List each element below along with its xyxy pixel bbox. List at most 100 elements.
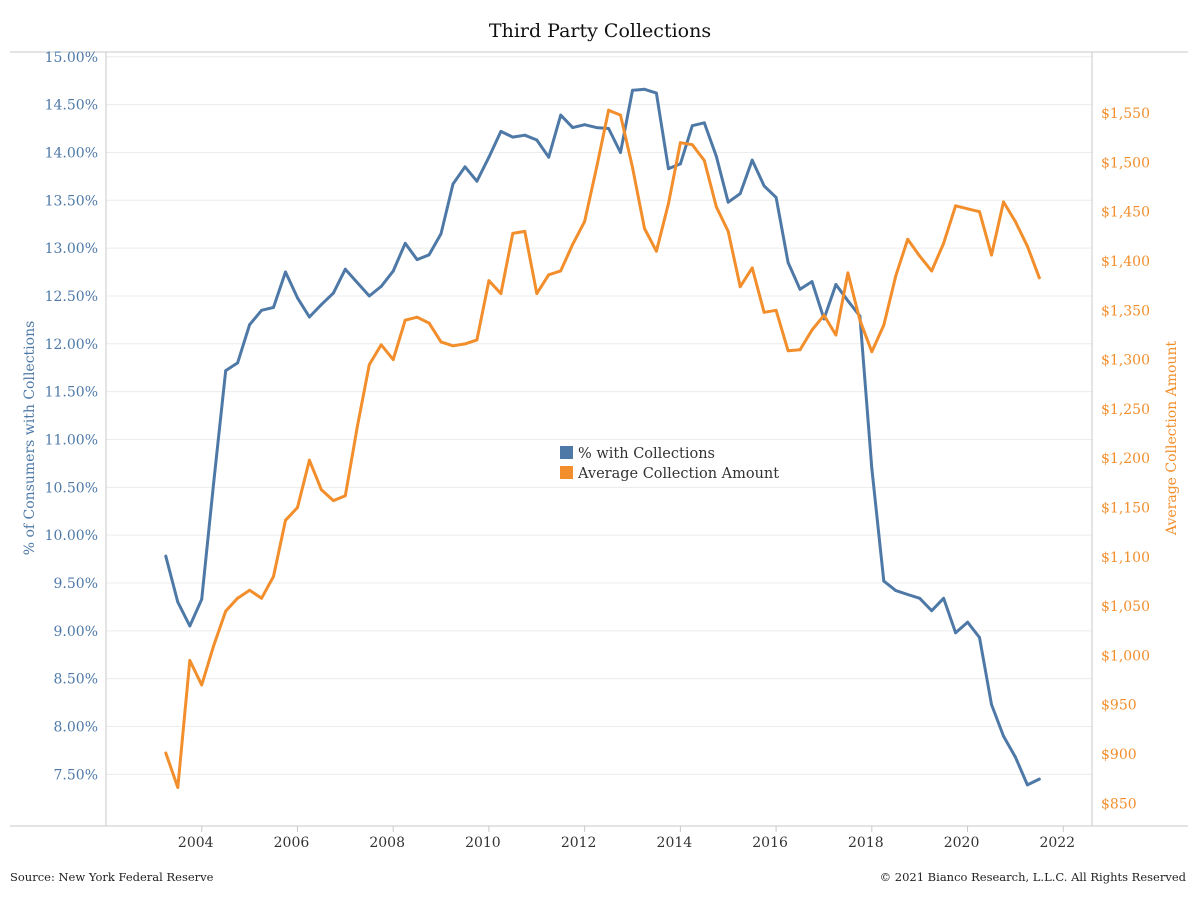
series-2-point-7	[248, 588, 252, 592]
series-1-point-4	[212, 481, 216, 484]
series-2-point-3	[200, 683, 204, 687]
series-2-point-0	[164, 751, 168, 755]
series-2-point-36	[595, 166, 598, 169]
series-2-point-53	[798, 348, 802, 352]
series-1-point-5	[224, 369, 228, 372]
series-1-point-30	[523, 133, 527, 137]
series-1-point-32	[547, 155, 551, 159]
series-1-point-26	[475, 179, 479, 183]
series-1-point-44	[690, 124, 694, 128]
series-1-point-0	[164, 554, 168, 558]
series-1-point-49	[750, 158, 754, 162]
x-tick-label-2018: 2018	[848, 835, 884, 851]
series-1-point-73	[1037, 777, 1041, 781]
y2-tick-label-0: $1,550	[1101, 106, 1150, 122]
series-2-point-70	[1002, 200, 1005, 204]
series-1-point-65	[942, 596, 945, 600]
series-1-point-42	[667, 167, 670, 171]
series-1-point-36	[595, 126, 598, 129]
series-2-point-25	[463, 342, 467, 346]
series-1-point-50	[762, 184, 766, 188]
series-1-point-48	[738, 192, 742, 196]
legend-swatch-pct-with-collections	[560, 446, 573, 459]
series-1-point-63	[918, 596, 922, 600]
series-1-point-6	[236, 361, 240, 365]
series-1-point-54	[810, 280, 814, 283]
series-2-point-35	[583, 220, 586, 224]
series-1-point-38	[619, 151, 622, 154]
footer-copyright: © 2021 Bianco Research, L.L.C. All Right…	[880, 870, 1187, 884]
series-2-point-56	[834, 333, 838, 337]
series-1-point-1	[176, 600, 180, 604]
series-2-point-39	[631, 166, 634, 169]
series-2-point-49	[750, 266, 754, 270]
series-1-point-59	[870, 466, 874, 470]
series-2-point-73	[1037, 276, 1041, 280]
series-2-point-17	[367, 363, 371, 366]
series-2-point-13	[320, 488, 323, 492]
series-2-point-14	[332, 499, 335, 502]
x-tick-label-2016: 2016	[752, 835, 788, 851]
y2-tick-label-8: $1,150	[1101, 501, 1150, 517]
series-1-point-56	[834, 283, 838, 286]
series-1-point-69	[990, 703, 993, 706]
series-1-point-29	[511, 135, 515, 139]
series-2-point-2	[188, 659, 192, 662]
series-1-point-61	[894, 589, 898, 592]
axes-layer: 2004 2006 2008 2010 2012 2014 2016 2018 2020 2022…	[10, 50, 1188, 851]
y-tick-label-15: 7.50%	[54, 767, 98, 783]
series-1-point-17	[367, 294, 371, 298]
y2-tick-label-5: $1,300	[1101, 353, 1150, 369]
series-2-point-61	[894, 274, 898, 278]
y2-tick-label-7: $1,200	[1101, 451, 1150, 467]
y-tick-label-10: 10.00%	[45, 528, 98, 544]
series-1-point-68	[978, 636, 981, 639]
series-2-point-68	[978, 210, 981, 214]
series-1-point-16	[355, 281, 359, 284]
series-2-point-64	[930, 269, 934, 273]
y2-tick-label-14: $850	[1101, 796, 1137, 812]
series-2-point-32	[547, 273, 551, 277]
series-1-point-46	[714, 154, 718, 158]
series-1-point-40	[643, 87, 646, 91]
grid-layer	[106, 56, 1092, 775]
series-1-point-34	[571, 126, 575, 129]
legend: % with Collections Average Collection Am…	[560, 446, 779, 482]
series-2-point-9	[272, 575, 275, 578]
series-2-point-23	[439, 340, 443, 344]
series-1-point-70	[1002, 734, 1005, 738]
series-1-point-41	[655, 91, 658, 95]
series-2-point-59	[870, 350, 874, 354]
series-1-point-64	[930, 609, 934, 613]
x-tick-label-2008: 2008	[369, 835, 405, 851]
series-2-point-44	[690, 143, 694, 147]
series-1-point-33	[559, 113, 563, 117]
series-2-point-8	[260, 596, 263, 600]
series-1-point-2	[188, 624, 192, 628]
series-1-point-60	[882, 579, 886, 583]
series-2-point-11	[296, 506, 299, 509]
series-2-point-60	[882, 323, 886, 327]
y2-tick-label-4: $1,350	[1101, 303, 1150, 319]
series-1-point-25	[463, 165, 467, 169]
legend-label-average-collection-amount: Average Collection Amount	[577, 466, 779, 482]
y-axis-title: % of Consumers with Collections	[22, 321, 38, 556]
series-2-point-41	[655, 249, 658, 253]
series-2-point-43	[679, 141, 682, 145]
series-1-point-10	[284, 270, 287, 274]
series-2-point-71	[1014, 220, 1017, 224]
y-tick-label-14: 8.00%	[54, 719, 98, 735]
series-2-point-45	[702, 159, 706, 162]
series-line-2	[164, 108, 1041, 789]
series-1-point-20	[403, 241, 407, 245]
y-tick-label-9: 10.50%	[45, 480, 98, 496]
series-2-point-52	[786, 349, 790, 353]
series-1-point-57	[846, 299, 850, 303]
chart-title: Third Party Collections	[489, 20, 711, 42]
series-1-point-14	[332, 291, 335, 295]
legend-label-pct-with-collections: % with Collections	[578, 446, 715, 462]
series-2-point-10	[284, 518, 287, 522]
series-1-point-21	[415, 258, 419, 261]
series-1-point-8	[260, 308, 263, 312]
series-1-point-13	[320, 303, 323, 306]
